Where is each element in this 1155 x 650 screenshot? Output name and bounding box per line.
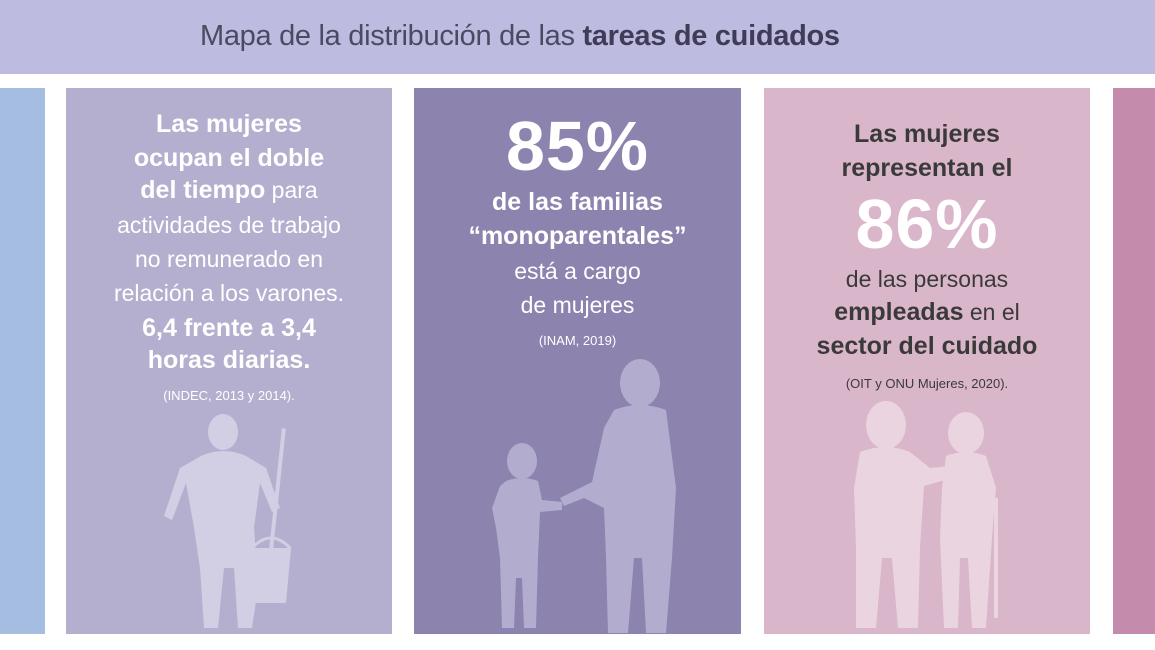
panel1-line4: actividades de trabajo [117, 212, 341, 238]
caregiver-and-elderly-silhouette-icon [854, 401, 998, 628]
panel-care-sector: Las mujeres representan el 86% de las pe… [764, 88, 1090, 634]
panel1-source: (INDEC, 2013 y 2014). [163, 388, 295, 403]
page-title: Mapa de la distribución de las tareas de… [200, 20, 840, 53]
panel2-source: (INAM, 2019) [538, 333, 617, 348]
panel1-line8: horas diarias. [147, 346, 311, 374]
panel-single-parent-families: 85% de las familias “monoparentales” est… [414, 88, 741, 634]
panel-edge-left [0, 88, 45, 634]
panel3-line2: representan el [841, 154, 1013, 182]
panel1-line5: no remunerado en [135, 246, 323, 272]
panel2-percent: 85% [505, 107, 650, 185]
panel1-line3: del tiempo para [66, 176, 392, 205]
panel1-line3-regular: para [265, 177, 318, 203]
mother-and-child-silhouette-icon [492, 359, 676, 633]
panel3-line4-regular: en el [963, 299, 1020, 325]
header-banner: Mapa de la distribución de las tareas de… [0, 0, 1155, 74]
panel1-line3-bold: del tiempo [140, 176, 266, 204]
panel2-line4: de mujeres [520, 292, 635, 318]
panel3-source: (OIT y ONU Mujeres, 2020). [845, 376, 1009, 391]
panel1-line2: ocupan el doble [133, 144, 325, 172]
panel2-line3: está a cargo [514, 258, 641, 284]
panel1-line7: 6,4 frente a 3,4 [142, 314, 316, 342]
panel3-line4: empleadas en el [764, 298, 1090, 327]
panel1-line6: relación a los varones. [113, 280, 345, 306]
panel2-line1: de las familias [492, 188, 663, 216]
panel2-line2: “monoparentales” [468, 222, 687, 250]
woman-cleaning-silhouette-icon [164, 414, 292, 628]
panel3-percent: 86% [855, 185, 999, 263]
panel-unpaid-work: Las mujeres ocupan el doble del tiempo p… [66, 88, 392, 634]
panel-edge-right [1113, 88, 1155, 634]
panel1-line1: Las mujeres [156, 110, 302, 138]
title-bold: tareas de cuidados [582, 20, 840, 52]
panel3-line3: de las personas [845, 266, 1009, 292]
panel3-line1: Las mujeres [854, 120, 1000, 148]
panel3-line5: sector del cuidado [816, 332, 1038, 360]
panel3-line4-bold: empleadas [834, 298, 964, 326]
title-regular: Mapa de la distribución de las [200, 20, 583, 52]
